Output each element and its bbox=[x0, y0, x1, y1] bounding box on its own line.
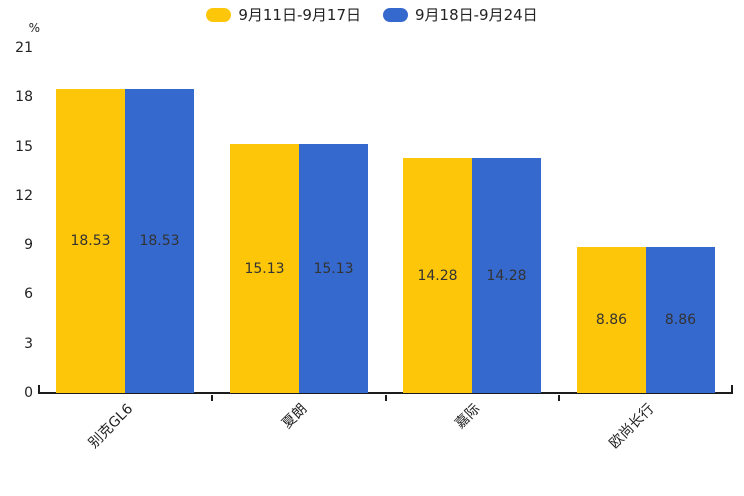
y-tick-label: 9 bbox=[24, 237, 33, 254]
x-category-label: 欧尚长行 bbox=[606, 401, 658, 452]
axis-end-tick bbox=[38, 385, 40, 392]
bar-value-label: 15.13 bbox=[244, 260, 285, 277]
legend-item[interactable]: 9月11日-9月17日 bbox=[206, 6, 361, 24]
bar-value-label: 18.53 bbox=[70, 233, 111, 249]
bar-value-label: 18.53 bbox=[139, 233, 180, 249]
y-tick-label: 3 bbox=[24, 335, 33, 352]
x-axis-line bbox=[38, 392, 733, 401]
chart-legend: 9月11日-9月17日 9月18日-9月24日 bbox=[0, 6, 744, 24]
bar-series2[interactable]: 8.86 bbox=[646, 247, 715, 393]
bar-series1[interactable]: 14.28 bbox=[403, 158, 472, 393]
x-category-label: 嘉际 bbox=[452, 401, 484, 433]
y-tick-label: 15 bbox=[15, 138, 33, 155]
bar-value-label: 8.86 bbox=[595, 312, 628, 328]
bar-value-label: 15.13 bbox=[313, 260, 354, 277]
plot-area: 18.53 18.53 15.13 15.13 14.28 14.28 8.86 8.86 bbox=[38, 48, 733, 401]
y-tick-label: 18 bbox=[15, 89, 33, 106]
bar-series2[interactable]: 15.13 bbox=[299, 144, 368, 393]
legend-label: 9月11日-9月17日 bbox=[238, 6, 361, 24]
legend-item[interactable]: 9月18日-9月24日 bbox=[383, 6, 538, 24]
x-axis-tick bbox=[384, 395, 387, 401]
legend-swatch bbox=[206, 8, 232, 22]
bar-series2[interactable]: 14.28 bbox=[472, 158, 541, 393]
bar-value-label: 14.28 bbox=[486, 267, 527, 284]
x-axis-tick bbox=[210, 395, 213, 401]
bar-value-label: 8.86 bbox=[664, 312, 697, 328]
bar-value-label: 14.28 bbox=[417, 267, 458, 284]
bar-series1[interactable]: 15.13 bbox=[230, 144, 299, 393]
bar-series1[interactable]: 8.86 bbox=[577, 247, 646, 393]
bar-series1[interactable]: 18.53 bbox=[56, 89, 125, 393]
legend-swatch bbox=[383, 8, 408, 22]
x-axis-tick bbox=[558, 395, 561, 401]
y-tick-label: 12 bbox=[15, 187, 33, 204]
y-tick-label: 6 bbox=[24, 286, 33, 303]
y-tick-label: 0 bbox=[24, 385, 33, 401]
x-category-label: 夏朗 bbox=[279, 401, 311, 433]
axis-end-tick bbox=[731, 385, 733, 392]
legend-label: 9月18日-9月24日 bbox=[415, 6, 538, 24]
x-category-label: 别克GL6 bbox=[85, 401, 137, 452]
y-tick-label: 21 bbox=[15, 40, 33, 56]
y-axis-unit-label: % bbox=[28, 21, 40, 35]
bar-series2[interactable]: 18.53 bbox=[125, 89, 194, 393]
